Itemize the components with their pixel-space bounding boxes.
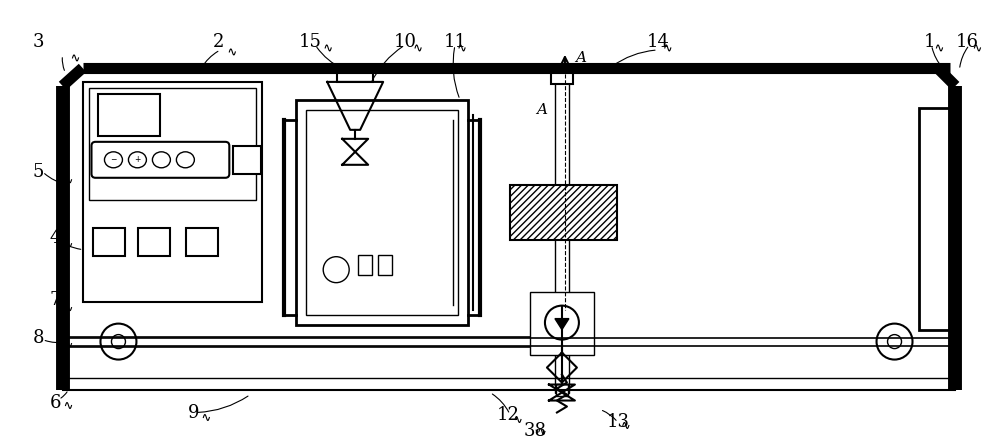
- Text: 3: 3: [33, 33, 44, 51]
- Ellipse shape: [104, 152, 122, 168]
- Bar: [551, 71, 573, 84]
- Text: 4: 4: [50, 229, 61, 247]
- Text: 12: 12: [497, 405, 519, 424]
- Bar: [233, 146, 261, 174]
- Bar: [358, 255, 372, 275]
- Text: 6: 6: [50, 393, 61, 412]
- Text: 2: 2: [213, 33, 224, 51]
- Bar: [556, 384, 568, 396]
- Bar: [93, 228, 125, 256]
- Bar: [919, 108, 954, 330]
- Bar: [306, 110, 458, 315]
- Bar: [98, 94, 160, 136]
- Ellipse shape: [152, 152, 170, 168]
- Text: 14: 14: [646, 33, 669, 51]
- Bar: [555, 68, 569, 392]
- Ellipse shape: [128, 152, 146, 168]
- Bar: [186, 228, 218, 256]
- Bar: [337, 70, 373, 82]
- Text: 9: 9: [188, 404, 199, 421]
- Bar: [530, 291, 594, 354]
- Bar: [83, 82, 262, 302]
- Text: 38: 38: [523, 423, 546, 440]
- Polygon shape: [555, 319, 569, 330]
- Text: 5: 5: [33, 163, 44, 181]
- Text: 13: 13: [606, 413, 629, 431]
- Text: −: −: [110, 155, 117, 164]
- Text: 8: 8: [33, 329, 44, 346]
- Bar: [89, 88, 256, 200]
- Text: 15: 15: [299, 33, 322, 51]
- Text: A: A: [536, 103, 547, 117]
- Text: 1: 1: [924, 33, 935, 51]
- FancyBboxPatch shape: [91, 142, 229, 178]
- Text: A: A: [575, 51, 586, 65]
- Text: 16: 16: [956, 33, 979, 51]
- Ellipse shape: [176, 152, 194, 168]
- Bar: [510, 185, 617, 240]
- Text: 7: 7: [50, 291, 61, 309]
- Bar: [378, 255, 392, 275]
- Text: 10: 10: [394, 33, 417, 51]
- Bar: [138, 228, 170, 256]
- Text: +: +: [134, 155, 141, 164]
- Bar: [296, 100, 468, 325]
- Text: 11: 11: [444, 33, 467, 51]
